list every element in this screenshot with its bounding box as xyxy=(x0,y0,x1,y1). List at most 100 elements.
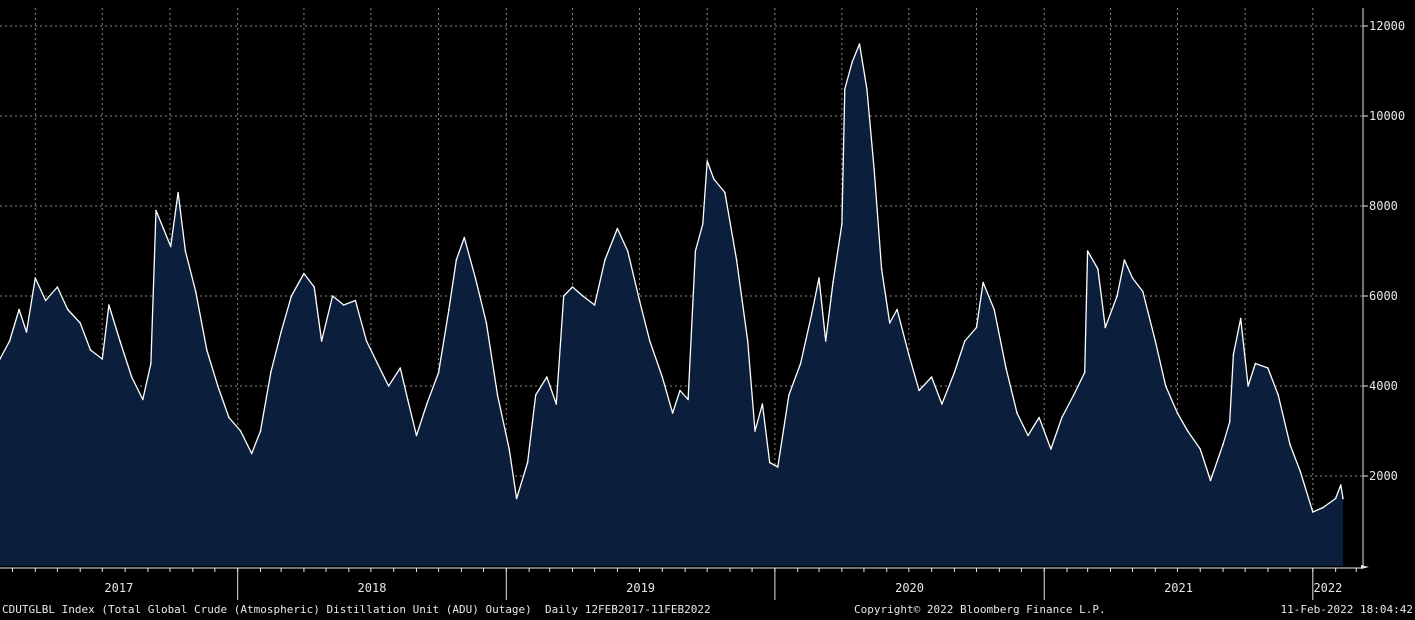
data-point xyxy=(638,299,641,302)
data-point xyxy=(1154,340,1157,342)
data-point xyxy=(415,434,418,437)
data-point xyxy=(534,394,537,396)
data-point xyxy=(604,259,606,261)
data-point xyxy=(671,412,674,414)
data-point xyxy=(1176,412,1179,414)
data-point xyxy=(687,398,689,401)
data-point xyxy=(342,304,345,306)
data-point xyxy=(313,286,316,288)
data-point xyxy=(818,277,820,279)
data-point xyxy=(1299,470,1302,473)
data-point xyxy=(810,313,813,315)
data-point xyxy=(841,223,843,225)
data-point xyxy=(455,259,458,261)
data-point xyxy=(706,160,708,162)
data-point xyxy=(1289,443,1291,446)
data-point xyxy=(1312,511,1314,513)
data-point xyxy=(799,362,802,365)
data-point xyxy=(713,178,715,180)
data-point xyxy=(746,340,749,342)
data-point xyxy=(270,371,272,374)
data-point xyxy=(880,268,883,270)
data-point xyxy=(866,88,868,90)
data-point xyxy=(975,326,978,329)
data-point xyxy=(1086,250,1089,252)
timestamp: 11-Feb-2022 18:04:42 xyxy=(1280,603,1413,616)
data-point xyxy=(1334,497,1337,500)
data-point xyxy=(184,250,187,252)
data-point xyxy=(354,299,357,302)
data-point xyxy=(993,308,995,311)
data-point xyxy=(365,340,368,342)
data-point xyxy=(217,385,219,387)
data-point xyxy=(399,367,402,369)
data-point xyxy=(1164,385,1167,387)
y-tick-label: 12000 xyxy=(1369,19,1405,33)
copyright-text: Copyright© 2022 Bloomberg Finance L.P. xyxy=(854,603,1106,616)
y-tick-label: 10000 xyxy=(1369,109,1405,123)
data-point xyxy=(873,169,875,171)
data-point xyxy=(1142,290,1144,293)
data-point xyxy=(0,358,1,360)
y-tick-label: 2000 xyxy=(1369,469,1398,483)
data-point xyxy=(280,331,282,333)
x-tick-label: 2021 xyxy=(1164,581,1193,595)
data-point xyxy=(694,250,697,252)
x-tick-label: 2020 xyxy=(895,581,924,595)
data-point xyxy=(908,353,910,356)
x-tick-label: 2022 xyxy=(1313,581,1342,595)
x-tick-label: 2017 xyxy=(104,581,133,595)
data-point xyxy=(571,286,574,288)
data-point xyxy=(788,394,790,396)
data-point xyxy=(119,340,121,342)
data-point xyxy=(496,394,499,396)
data-point xyxy=(761,403,764,405)
data-point xyxy=(1072,394,1075,396)
data-point xyxy=(724,191,726,194)
data-point xyxy=(1247,385,1249,387)
series-area xyxy=(0,43,1344,566)
data-point xyxy=(546,376,548,378)
data-point xyxy=(1199,448,1201,450)
data-point xyxy=(1116,295,1118,297)
chart-area: 2000 4000 6000 8000 10000 12000 2017 2018 2019 20… xyxy=(0,8,1406,600)
data-point xyxy=(108,304,110,306)
data-point xyxy=(888,322,891,324)
data-point xyxy=(1027,434,1029,437)
data-point xyxy=(1131,277,1134,279)
x-tick-label: 2019 xyxy=(626,581,655,595)
data-point xyxy=(406,398,409,401)
data-point xyxy=(320,340,323,342)
data-point xyxy=(1322,506,1324,509)
data-point xyxy=(25,331,28,333)
series-area-fill xyxy=(0,44,1343,566)
data-point xyxy=(1222,443,1224,446)
data-point xyxy=(448,308,450,311)
y-tick-label: 6000 xyxy=(1369,289,1398,303)
outage-chart: 2000 4000 6000 8000 10000 12000 2017 2018 2019 20… xyxy=(0,8,1406,600)
data-point xyxy=(228,416,230,419)
data-point xyxy=(1005,367,1007,369)
axes: 2000 4000 6000 8000 10000 12000 2017 2018 2019 20… xyxy=(0,8,1405,600)
data-point xyxy=(526,461,529,464)
data-point xyxy=(1254,362,1257,365)
data-point xyxy=(162,227,165,230)
data-point xyxy=(239,430,242,432)
data-point xyxy=(679,389,681,392)
data-point xyxy=(982,281,984,284)
data-point xyxy=(930,376,933,378)
data-point xyxy=(754,430,756,432)
data-point xyxy=(1083,371,1086,374)
data-point xyxy=(79,322,81,324)
data-point xyxy=(426,403,428,405)
data-point xyxy=(250,452,253,455)
data-point xyxy=(290,295,293,297)
y-tick-label: 8000 xyxy=(1369,199,1398,213)
data-point xyxy=(8,340,11,342)
data-point xyxy=(1239,317,1242,320)
data-point xyxy=(34,277,37,279)
data-point xyxy=(626,250,629,252)
data-point xyxy=(1232,353,1235,356)
x-tick-label: 2018 xyxy=(358,581,387,595)
data-point xyxy=(515,497,518,500)
